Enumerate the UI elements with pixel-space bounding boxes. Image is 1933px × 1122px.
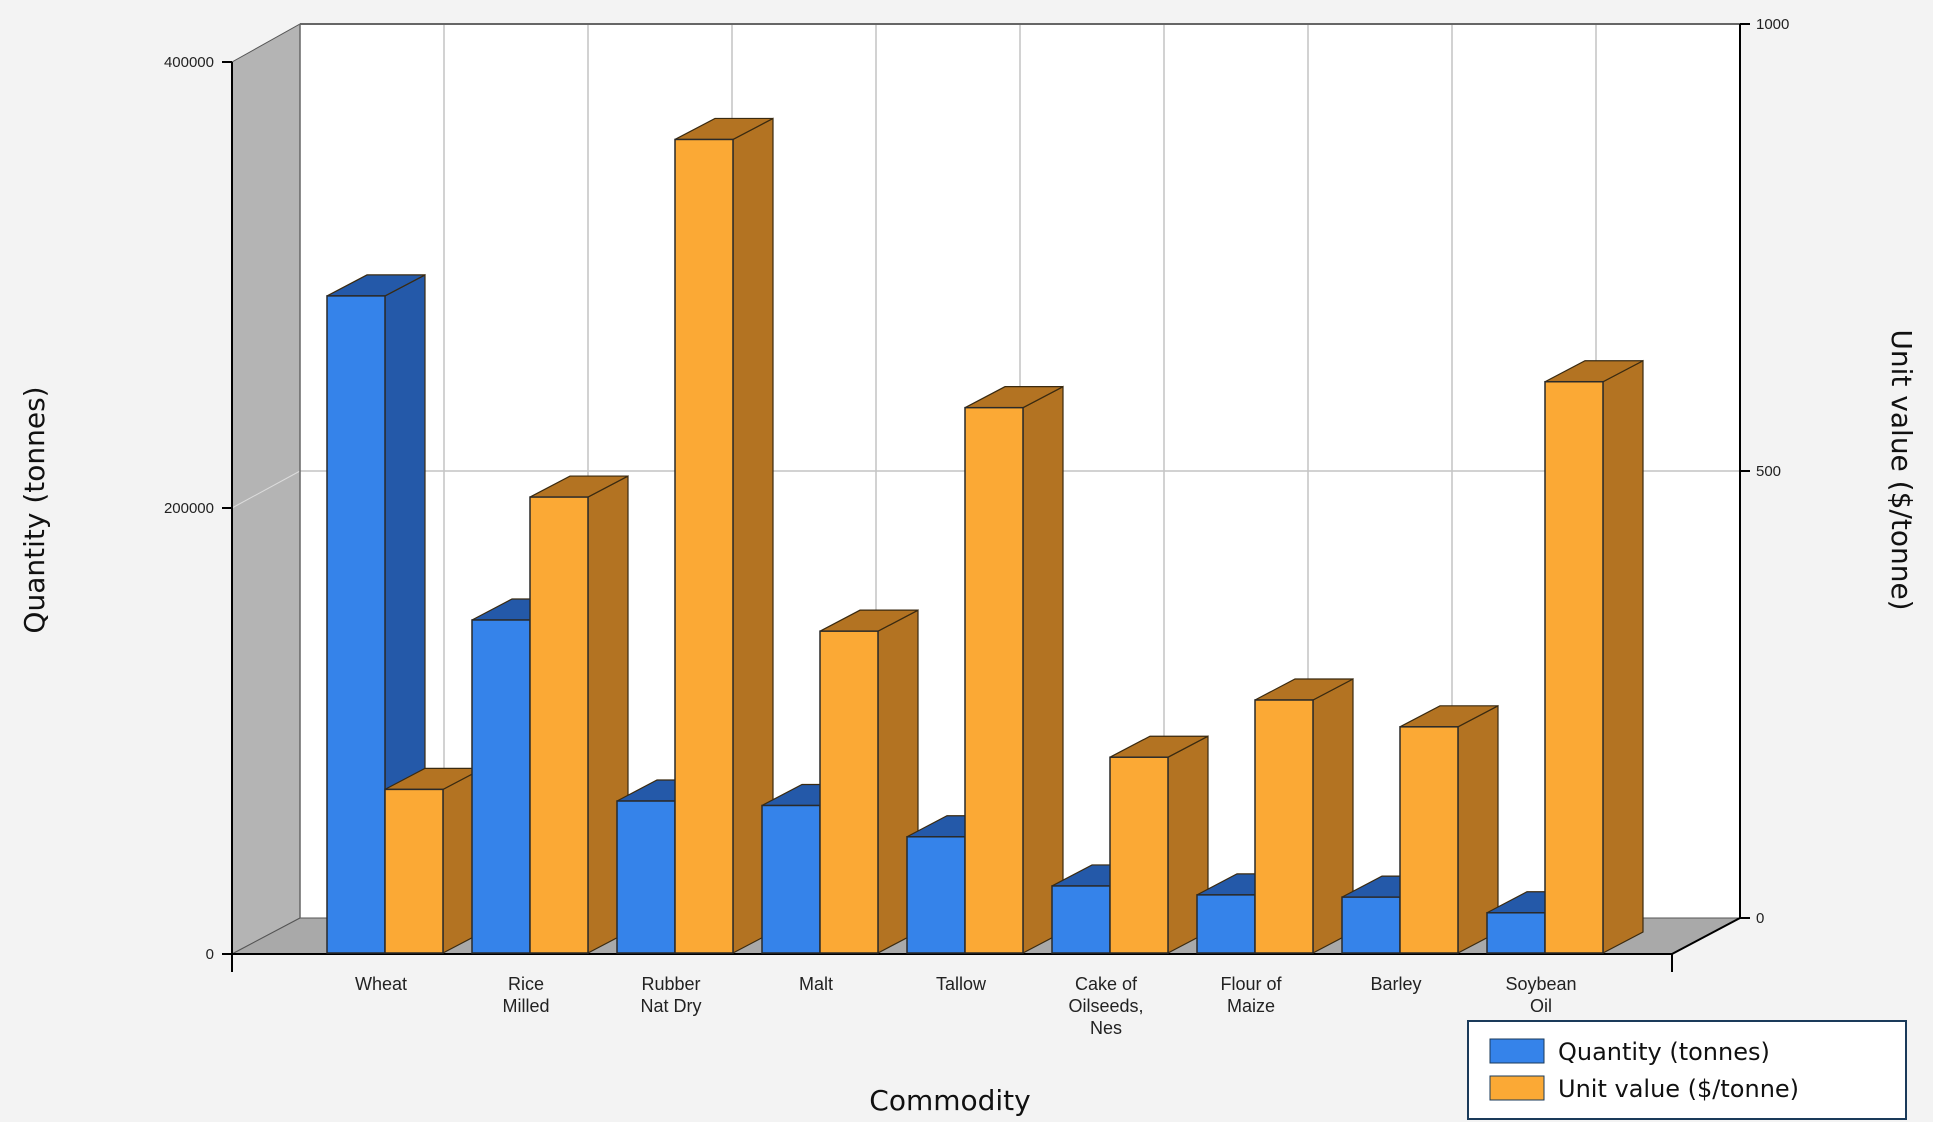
- bar-unit-value-side: [1602, 359, 1644, 954]
- legend-swatch-unit-value: [1489, 1075, 1545, 1101]
- bar-quantity-front: [1051, 885, 1111, 954]
- bar-quantity-front: [906, 836, 966, 954]
- axis-ticks: 0 200000 400000 0 500 1000: [164, 16, 1789, 972]
- x-tick-label: Malt: [799, 974, 833, 994]
- bar-unit-value: [1399, 704, 1499, 954]
- x-tick-label: Flour of Maize: [1220, 974, 1282, 1016]
- bar-unit-value-front: [1399, 726, 1459, 954]
- bar-unit-value: [384, 767, 484, 954]
- bar-quantity-front: [761, 804, 821, 954]
- bar-unit-value-front: [1254, 699, 1314, 954]
- bar-quantity-front: [1486, 912, 1546, 954]
- x-tick-label: Tallow: [936, 974, 987, 994]
- bar-quantity-front: [1341, 896, 1401, 954]
- x-tick-label: Barley: [1370, 974, 1421, 994]
- bar-quantity-front: [326, 295, 386, 954]
- y2-tick-label: 0: [1756, 910, 1764, 927]
- x-tick-label: Cake of Oilseeds, Nes: [1068, 974, 1143, 1038]
- y-axis-title: Quantity (tonnes): [18, 386, 51, 633]
- bar-quantity-front: [1196, 894, 1256, 954]
- y-tick-label: 400000: [164, 54, 214, 71]
- y-tick-label: 0: [206, 946, 214, 963]
- legend: Quantity (tonnes) Unit value ($/tonne): [1467, 1020, 1907, 1120]
- bar-unit-value: [529, 475, 629, 954]
- legend-label-unit-value: Unit value ($/tonne): [1558, 1075, 1799, 1103]
- category-labels: Wheat Rice Milled Rubber Nat Dry Malt Tallow Ca…: [355, 974, 1577, 1038]
- legend-box: [1467, 1020, 1907, 1120]
- bar-unit-value-front: [1109, 756, 1169, 954]
- bar-unit-value-front: [674, 138, 734, 954]
- bar-unit-value-front: [384, 788, 444, 954]
- bar-unit-value-front: [529, 496, 589, 954]
- bar-unit-value: [1109, 735, 1209, 954]
- y2-tick-label: 1000: [1756, 16, 1789, 33]
- y2-axis-title: Unit value ($/tonne): [1885, 329, 1918, 610]
- bars: [326, 117, 1644, 954]
- x-axis-title: Commodity: [869, 1084, 1030, 1117]
- bar-quantity-front: [471, 619, 531, 954]
- y-tick-label: 200000: [164, 500, 214, 517]
- bar-unit-value: [1254, 678, 1354, 954]
- x-tick-label: Soybean Oil: [1505, 974, 1576, 1016]
- bar-unit-value: [964, 385, 1064, 954]
- bar-unit-value: [819, 609, 919, 954]
- x-tick-label: Rubber Nat Dry: [640, 974, 701, 1016]
- bar-quantity-front: [616, 800, 676, 954]
- bar-unit-value-front: [1544, 380, 1604, 954]
- x-tick-label: Wheat: [355, 974, 407, 994]
- bar-unit-value-side: [1022, 385, 1064, 954]
- x-axis-depth-line: [1671, 917, 1741, 955]
- y2-tick-label: 500: [1756, 463, 1781, 480]
- x-tick-label: Rice Milled: [502, 974, 549, 1016]
- bar-unit-value-front: [819, 630, 879, 954]
- legend-label-quantity: Quantity (tonnes): [1558, 1038, 1770, 1066]
- bar-unit-value: [1544, 359, 1644, 954]
- bar-unit-value-front: [964, 406, 1024, 954]
- legend-swatch-quantity: [1489, 1038, 1545, 1064]
- grid-line-depth: [231, 470, 301, 509]
- bar-unit-value: [674, 117, 774, 954]
